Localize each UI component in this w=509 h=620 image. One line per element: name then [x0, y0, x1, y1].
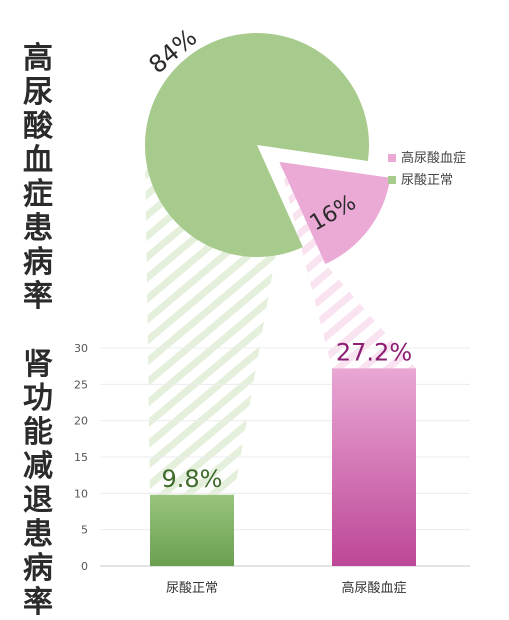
bar-hyperuricemia: [332, 368, 416, 566]
bar-value-label: 27.2%: [336, 338, 412, 366]
legend-label: 高尿酸血症: [401, 150, 466, 166]
legend-label: 尿酸正常: [401, 173, 453, 188]
y-tick-label: 5: [81, 524, 88, 537]
connector-band-pink: [279, 161, 416, 369]
bar-series: 9.8% 尿酸正常 27.2% 高尿酸血症: [150, 338, 416, 596]
y-tick-label: 15: [74, 451, 88, 464]
pie-chart-title: 高尿酸血症患病率: [23, 41, 53, 314]
y-tick-label: 20: [74, 415, 88, 428]
x-tick-label: 高尿酸血症: [341, 580, 406, 596]
x-tick-label: 尿酸正常: [166, 581, 218, 596]
pie-slice-normal-uric-acid: [145, 33, 370, 257]
bar-value-label: 9.8%: [162, 465, 223, 493]
legend-swatch: [388, 154, 396, 162]
pie-slice-hyperuricemia: [279, 161, 391, 265]
y-tick-label: 25: [74, 378, 88, 391]
legend-swatch: [388, 176, 396, 184]
y-tick-label: 30: [74, 342, 88, 355]
y-tick-label: 10: [74, 487, 88, 500]
bar-normal-uric-acid: [150, 494, 234, 566]
y-tick-label: 0: [81, 560, 88, 573]
